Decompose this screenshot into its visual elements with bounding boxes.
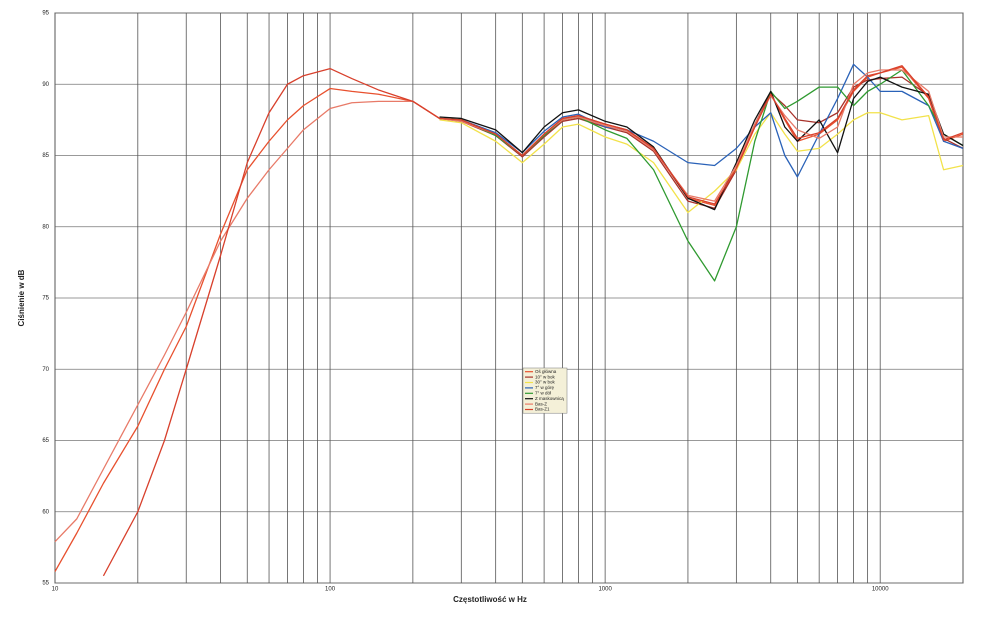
x-tick-label: 10 [52,587,59,593]
legend-label: Z maskownicą [535,396,564,401]
grid [54,12,964,584]
series-line [439,76,964,211]
series-line [102,65,964,577]
y-tick-label: 60 [42,509,49,515]
y-tick-label: 95 [42,11,49,17]
series-line [439,69,964,282]
y-tick-label: 80 [42,224,49,230]
y-tick-label: 65 [42,438,49,444]
x-tick-label: 100 [325,587,336,593]
y-tick-label: 55 [42,581,49,587]
y-tick-label: 70 [42,367,49,373]
legend-box [522,367,568,414]
legend-label: 7° w górę [535,385,555,390]
x-axis-title: Częstotliwość w Hz [453,595,527,604]
series-line [439,112,964,214]
legend-label: 7° w dół [535,390,551,395]
y-axis-title: Ciśnienie w dB [17,269,26,326]
legend-label: Bas-Z1 [535,407,550,412]
legend-label: Oś główna [535,369,557,374]
legend-label: 30° w bok [535,380,556,385]
legend-label: Bas-Z [535,401,547,406]
x-tick-label: 10000 [872,587,889,593]
legend-label: 10° w bok [535,374,556,379]
y-tick-label: 85 [42,153,49,159]
y-tick-label: 90 [42,82,49,88]
y-tick-label: 75 [42,296,49,302]
x-tick-label: 1000 [598,587,612,593]
series-line [439,63,964,178]
series-line [54,69,963,543]
